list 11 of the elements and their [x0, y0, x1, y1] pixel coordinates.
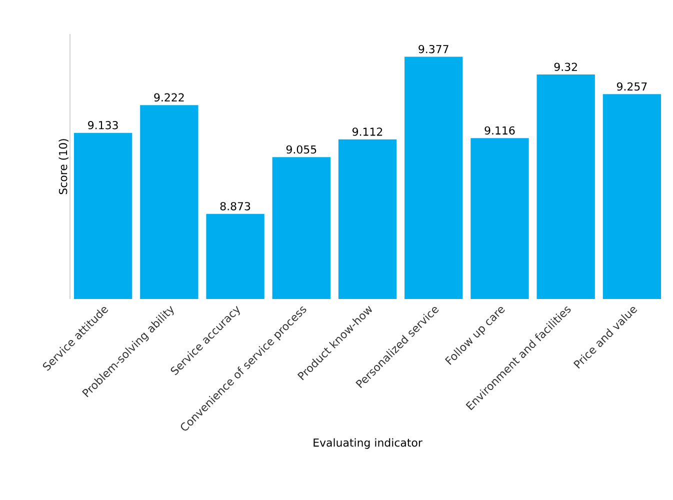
x-axis-title: Evaluating indicator — [314, 438, 422, 449]
data-label: 8.873 — [220, 202, 250, 210]
data-label: 9.257 — [616, 82, 647, 91]
data-label: 9.222 — [154, 93, 184, 102]
y-axis-title: Score (10) — [58, 139, 68, 194]
data-label: 9.133 — [88, 121, 118, 130]
data-label: 9.116 — [484, 126, 515, 135]
data-label: 9.377 — [418, 44, 448, 54]
data-label: 9.055 — [286, 145, 316, 154]
data-label: 9.32 — [554, 62, 577, 71]
data-label: 9.112 — [352, 128, 382, 136]
